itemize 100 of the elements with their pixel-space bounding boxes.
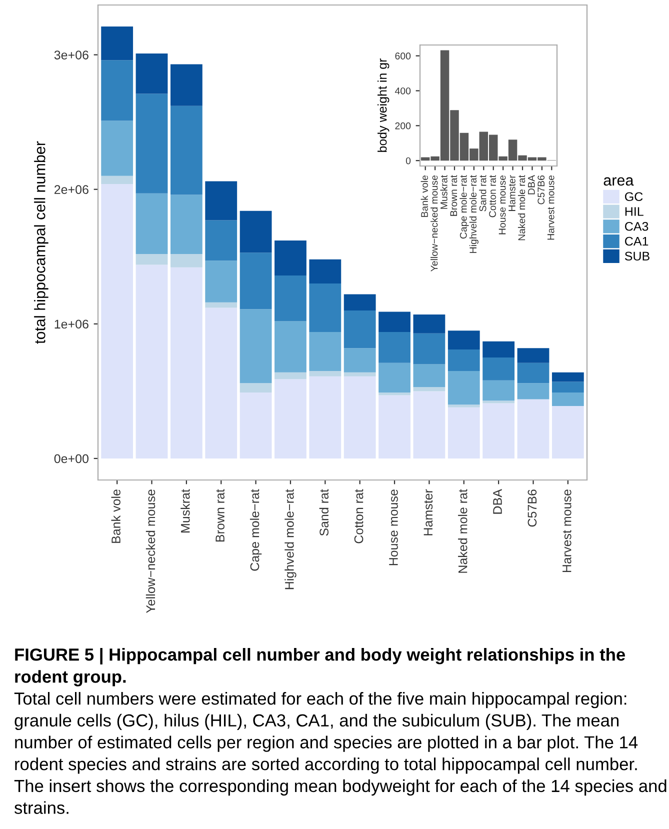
- x-tick-label: Naked mole rat: [458, 489, 468, 573]
- bar: [517, 362, 550, 384]
- x-tick-label: Cape mole−rat: [460, 175, 469, 239]
- bar: [205, 260, 238, 302]
- x-tick-label: Cotton rat: [354, 489, 364, 544]
- bar: [517, 383, 550, 400]
- y-tick-label: 600: [395, 52, 411, 60]
- bar: [274, 240, 306, 276]
- bar: [170, 267, 202, 458]
- bar: [448, 404, 480, 408]
- bar: [240, 252, 272, 310]
- bar: [413, 314, 446, 334]
- y-tick-label: 400: [394, 87, 411, 94]
- bar: [517, 399, 550, 458]
- x-tick-label: House mouse: [498, 175, 506, 234]
- bar: [101, 60, 134, 121]
- bar: [448, 407, 480, 458]
- x-tick-label: Cotton rat: [489, 175, 496, 218]
- text: Total cell numbers were estimated for each of the five main hippocampal region: granule cells (GC), hilus (HIL), CA3, CA1, and the subiculum (SUB). The mean number of estimated cells per region and species are plotted in a bar plot. The 14 rodent species and strains are sorted according to total hippocampal cell number. The insert shows the corresponding mean bodyweight for each of the 14 species and strains.: [14, 692, 666, 814]
- bar: [378, 362, 410, 393]
- y-tick-label: 3e+06: [54, 50, 88, 60]
- bar: [344, 372, 376, 376]
- y-tick-label: 0: [406, 157, 411, 164]
- legend-title: area: [604, 177, 634, 186]
- x-tick-label: C57B6: [528, 490, 537, 527]
- bar: [274, 379, 306, 458]
- x-tick-label: Highveld mole−rat: [469, 175, 478, 253]
- x-tick-label: Bank vole: [111, 490, 120, 543]
- y-tick-label: 1e+06: [54, 320, 88, 329]
- legend-label: GC: [625, 192, 643, 202]
- bar: [274, 321, 306, 372]
- y-tick-label: 0e+00: [54, 454, 88, 464]
- bar: [136, 254, 168, 265]
- bar: [101, 26, 134, 60]
- y-axis-title: body weight in gr: [378, 58, 390, 152]
- bar: [240, 392, 272, 458]
- bar: [309, 259, 342, 284]
- bar: [170, 106, 202, 195]
- x-tick-label: Highveld mole−rat: [284, 489, 296, 590]
- bar: [205, 302, 238, 308]
- y-axis-title: total hippocampal cell number: [34, 141, 48, 344]
- x-tick-label: Cape mole−rat: [250, 489, 262, 571]
- bar: [240, 210, 272, 253]
- bar: [413, 391, 446, 458]
- x-tick-label: Sand rat: [319, 489, 329, 536]
- bar: [448, 371, 480, 405]
- bar: [101, 176, 134, 184]
- bar: [413, 387, 446, 392]
- bar: [517, 348, 550, 363]
- bar: [274, 372, 306, 380]
- bar: [378, 332, 410, 363]
- bar: [170, 64, 202, 106]
- x-tick-label: C57B6: [538, 175, 545, 204]
- x-tick-label: Sand rat: [479, 175, 486, 212]
- bar: [378, 312, 410, 332]
- bar: [170, 254, 202, 268]
- bar: [482, 403, 515, 458]
- bar: [309, 284, 342, 332]
- bar: [552, 392, 584, 406]
- bar: [101, 184, 134, 458]
- bar: [344, 376, 376, 458]
- bar: [344, 294, 376, 310]
- y-tick-label: 2e+06: [54, 185, 88, 194]
- x-tick-label: Harvest mouse: [547, 175, 554, 240]
- legend-label: HIL: [625, 207, 644, 216]
- x-tick-label: Yellow−necked mouse: [430, 175, 438, 272]
- bar: [205, 308, 238, 458]
- bar: [448, 330, 480, 350]
- bar: [552, 372, 584, 382]
- bar: [413, 364, 446, 388]
- bar: [482, 358, 515, 380]
- x-tick-label: Bank vole: [420, 175, 428, 217]
- bar: [309, 332, 342, 372]
- bar: [482, 380, 515, 401]
- bar: [136, 94, 168, 194]
- x-tick-label: Brown rat: [450, 175, 458, 216]
- bar: [101, 120, 134, 176]
- x-tick-label: Muskrat: [180, 489, 190, 532]
- bar: [378, 392, 410, 396]
- bar: [344, 348, 376, 372]
- x-tick-label: DBA: [528, 175, 535, 194]
- legend-label: CA1: [625, 236, 648, 246]
- bar: [309, 376, 342, 458]
- bar: [274, 275, 306, 322]
- bar: [344, 310, 376, 348]
- bar: [205, 181, 238, 220]
- x-tick-label: Harvest mouse: [562, 490, 572, 572]
- bar: [378, 395, 410, 458]
- x-tick-label: House mouse: [389, 490, 398, 566]
- x-tick-label: DBA: [493, 489, 502, 514]
- bar: [448, 349, 480, 372]
- bar: [136, 264, 168, 458]
- legend-label: CA3: [625, 222, 648, 231]
- bar: [136, 53, 168, 94]
- bar: [413, 333, 446, 364]
- bar: [482, 341, 515, 358]
- bar: [309, 371, 342, 376]
- bar: [205, 220, 238, 261]
- x-tick-label: Hamster: [508, 175, 516, 211]
- caption: FIGURE 5 | Hippocampal cell number and body weight relationships in the rodent group.: [15, 648, 626, 686]
